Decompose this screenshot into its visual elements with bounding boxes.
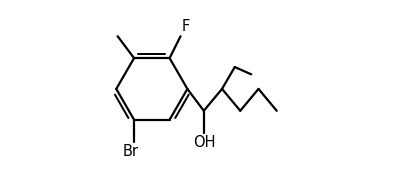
Text: OH: OH bbox=[193, 135, 216, 150]
Text: Br: Br bbox=[122, 144, 138, 159]
Text: F: F bbox=[182, 19, 190, 34]
